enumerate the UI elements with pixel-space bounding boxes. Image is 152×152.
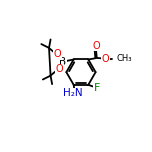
- Text: O: O: [101, 54, 109, 64]
- Text: O: O: [55, 64, 63, 74]
- Text: CH₃: CH₃: [116, 54, 131, 63]
- Text: H₂N: H₂N: [63, 88, 83, 98]
- Text: F: F: [94, 83, 100, 93]
- Text: B: B: [59, 57, 66, 67]
- Text: O: O: [92, 41, 100, 51]
- Text: O: O: [54, 49, 61, 59]
